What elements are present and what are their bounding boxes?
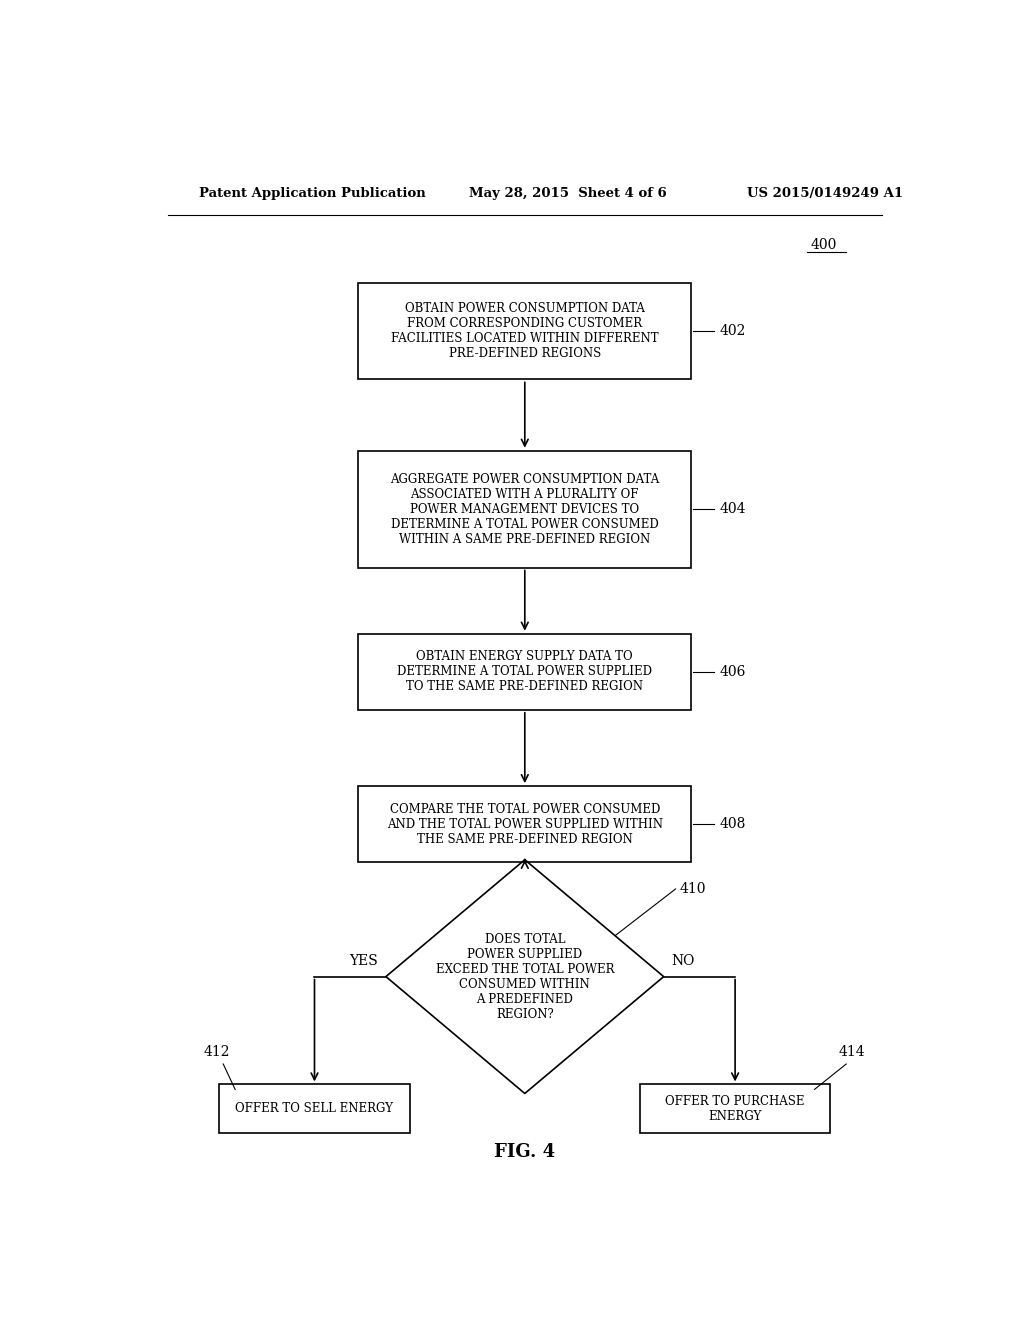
Text: OFFER TO SELL ENERGY: OFFER TO SELL ENERGY xyxy=(236,1102,393,1115)
Text: COMPARE THE TOTAL POWER CONSUMED
AND THE TOTAL POWER SUPPLIED WITHIN
THE SAME PR: COMPARE THE TOTAL POWER CONSUMED AND THE… xyxy=(387,803,663,846)
Text: 406: 406 xyxy=(719,665,745,678)
Text: 412: 412 xyxy=(204,1045,230,1059)
Text: Patent Application Publication: Patent Application Publication xyxy=(200,187,426,201)
Text: 400: 400 xyxy=(811,238,837,252)
Text: 404: 404 xyxy=(719,502,745,516)
Text: 408: 408 xyxy=(719,817,745,832)
Text: 402: 402 xyxy=(719,325,745,338)
Text: DOES TOTAL
POWER SUPPLIED
EXCEED THE TOTAL POWER
CONSUMED WITHIN
A PREDEFINED
RE: DOES TOTAL POWER SUPPLIED EXCEED THE TOT… xyxy=(435,933,614,1020)
Text: AGGREGATE POWER CONSUMPTION DATA
ASSOCIATED WITH A PLURALITY OF
POWER MANAGEMENT: AGGREGATE POWER CONSUMPTION DATA ASSOCIA… xyxy=(390,473,659,545)
FancyBboxPatch shape xyxy=(358,785,691,862)
Text: FIG. 4: FIG. 4 xyxy=(495,1143,555,1162)
Text: OBTAIN ENERGY SUPPLY DATA TO
DETERMINE A TOTAL POWER SUPPLIED
TO THE SAME PRE-DE: OBTAIN ENERGY SUPPLY DATA TO DETERMINE A… xyxy=(397,651,652,693)
Text: NO: NO xyxy=(672,954,695,969)
Text: OFFER TO PURCHASE
ENERGY: OFFER TO PURCHASE ENERGY xyxy=(666,1094,805,1123)
FancyBboxPatch shape xyxy=(219,1084,410,1133)
FancyBboxPatch shape xyxy=(358,634,691,710)
FancyBboxPatch shape xyxy=(640,1084,830,1133)
Text: OBTAIN POWER CONSUMPTION DATA
FROM CORRESPONDING CUSTOMER
FACILITIES LOCATED WIT: OBTAIN POWER CONSUMPTION DATA FROM CORRE… xyxy=(391,302,658,360)
FancyBboxPatch shape xyxy=(358,450,691,568)
Text: 414: 414 xyxy=(839,1045,865,1059)
Text: US 2015/0149249 A1: US 2015/0149249 A1 xyxy=(748,187,903,201)
Text: YES: YES xyxy=(349,954,378,969)
Text: May 28, 2015  Sheet 4 of 6: May 28, 2015 Sheet 4 of 6 xyxy=(469,187,667,201)
Text: 410: 410 xyxy=(680,882,707,896)
FancyBboxPatch shape xyxy=(358,282,691,379)
